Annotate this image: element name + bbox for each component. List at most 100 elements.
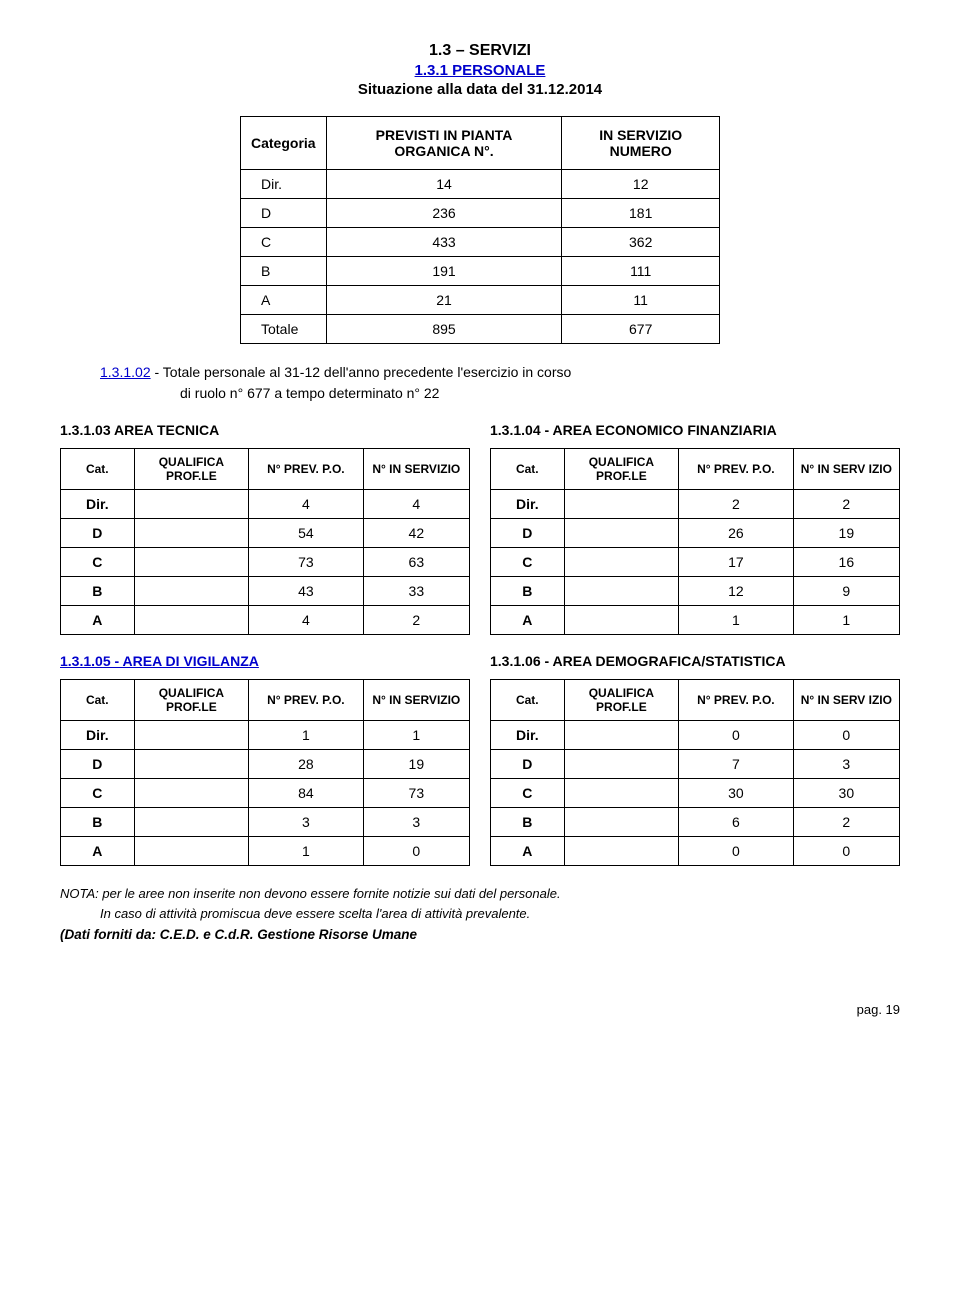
cell: 111	[562, 257, 720, 286]
area-vigilanza-heading[interactable]: 1.3.1.05 - AREA DI VIGILANZA	[60, 653, 470, 669]
cell: 0	[793, 721, 899, 750]
cell: 2	[363, 606, 469, 635]
cell: 3	[363, 808, 469, 837]
cell	[134, 490, 249, 519]
col-qualifica: QUALIFICA PROF.LE	[564, 449, 679, 490]
note-block: 1.3.1.02 - Totale personale al 31-12 del…	[100, 362, 900, 404]
cell: A	[61, 837, 135, 866]
cell: 4	[249, 490, 364, 519]
subsection-link[interactable]: 1.3.1 PERSONALE	[60, 62, 900, 79]
cell: 4	[249, 606, 364, 635]
main-summary-table: Categoria PREVISTI IN PIANTA ORGANICA N°…	[240, 116, 720, 344]
cell: 7	[679, 750, 794, 779]
data-source-line: (Dati forniti da: C.E.D. e C.d.R. Gestio…	[60, 927, 900, 942]
col-cat: Cat.	[61, 680, 135, 721]
cell	[564, 721, 679, 750]
note-text: - Totale personale al 31-12 dell'anno pr…	[151, 364, 572, 380]
cell: 433	[326, 228, 562, 257]
cell: D	[491, 750, 565, 779]
cell: 21	[326, 286, 562, 315]
col-prev: N° PREV. P.O.	[249, 449, 364, 490]
cell	[564, 548, 679, 577]
footnote-line1: NOTA: per le aree non inserite non devon…	[60, 886, 561, 901]
cell: 33	[363, 577, 469, 606]
cell: 11	[562, 286, 720, 315]
cell: 1	[793, 606, 899, 635]
cell: 2	[793, 490, 899, 519]
area-demografica-table: Cat. QUALIFICA PROF.LE N° PREV. P.O. N° …	[490, 679, 900, 866]
cell: Dir.	[491, 721, 565, 750]
cell: 12	[562, 170, 720, 199]
col-qualifica: QUALIFICA PROF.LE	[134, 449, 249, 490]
footnote: NOTA: per le aree non inserite non devon…	[60, 884, 900, 923]
cell: 4	[363, 490, 469, 519]
col-cat: Cat.	[491, 449, 565, 490]
col-servizio: IN SERVIZIO NUMERO	[562, 117, 720, 170]
cell: Dir.	[491, 490, 565, 519]
cell: 43	[249, 577, 364, 606]
cell: 73	[363, 779, 469, 808]
cell: A	[61, 606, 135, 635]
subsection-date: Situazione alla data del 31.12.2014	[60, 81, 900, 98]
cell: 73	[249, 548, 364, 577]
col-nservizio: N° IN SERV IZIO	[793, 449, 899, 490]
cell	[134, 606, 249, 635]
area-economico-heading: 1.3.1.04 - AREA ECONOMICO FINANZIARIA	[490, 422, 900, 438]
col-previsti: PREVISTI IN PIANTA ORGANICA N°.	[326, 117, 562, 170]
cell: A	[491, 837, 565, 866]
cell: C	[61, 548, 135, 577]
cell: 1	[363, 721, 469, 750]
cell: A	[491, 606, 565, 635]
cell: Dir.	[61, 721, 135, 750]
cell: 54	[249, 519, 364, 548]
cell: B	[61, 808, 135, 837]
cell: 19	[793, 519, 899, 548]
area-economico-table: Cat. QUALIFICA PROF.LE N° PREV. P.O. N° …	[490, 448, 900, 635]
cell: 1	[249, 721, 364, 750]
cell	[564, 750, 679, 779]
cell: 30	[793, 779, 899, 808]
cell: Dir.	[61, 490, 135, 519]
area-tecnica-table: Cat. QUALIFICA PROF.LE N° PREV. P.O. N° …	[60, 448, 470, 635]
col-categoria: Categoria	[241, 117, 327, 170]
cell	[564, 577, 679, 606]
cell: 895	[326, 315, 562, 344]
cell: 3	[793, 750, 899, 779]
cell: A	[241, 286, 327, 315]
cell: 12	[679, 577, 794, 606]
cell: 9	[793, 577, 899, 606]
cell	[134, 519, 249, 548]
cell	[564, 490, 679, 519]
col-prev: N° PREV. P.O.	[249, 680, 364, 721]
col-cat: Cat.	[491, 680, 565, 721]
cell: 19	[363, 750, 469, 779]
cell	[134, 779, 249, 808]
note-link[interactable]: 1.3.1.02	[100, 364, 151, 380]
cell: 181	[562, 199, 720, 228]
cell: 1	[679, 606, 794, 635]
cell	[134, 837, 249, 866]
cell: 1	[249, 837, 364, 866]
cell: 236	[326, 199, 562, 228]
cell: 63	[363, 548, 469, 577]
cell: 42	[363, 519, 469, 548]
cell	[564, 837, 679, 866]
cell: 14	[326, 170, 562, 199]
cell: B	[61, 577, 135, 606]
footnote-line2: In caso di attività promiscua deve esser…	[100, 904, 530, 924]
cell: Totale	[241, 315, 327, 344]
page-number: pag. 19	[60, 1002, 900, 1017]
cell: 0	[363, 837, 469, 866]
cell: D	[241, 199, 327, 228]
cell: B	[491, 577, 565, 606]
cell	[134, 808, 249, 837]
col-qualifica: QUALIFICA PROF.LE	[564, 680, 679, 721]
cell: 30	[679, 779, 794, 808]
cell	[134, 721, 249, 750]
cell: C	[491, 548, 565, 577]
cell	[134, 577, 249, 606]
cell: C	[241, 228, 327, 257]
cell: 0	[679, 837, 794, 866]
cell: D	[61, 750, 135, 779]
col-qualifica: QUALIFICA PROF.LE	[134, 680, 249, 721]
